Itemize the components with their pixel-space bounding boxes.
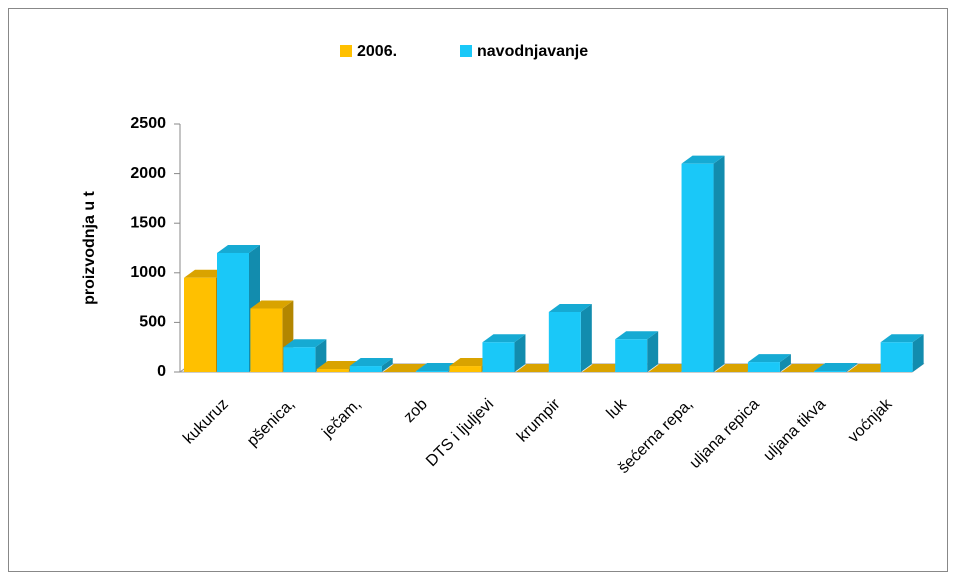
- bar: [184, 277, 216, 372]
- bar: [615, 339, 648, 372]
- bar: [681, 163, 714, 372]
- bar-side: [912, 334, 924, 372]
- bar-side: [315, 339, 327, 372]
- y-tick-label: 2500: [130, 115, 166, 132]
- bar-top: [515, 364, 559, 372]
- bar-top: [747, 354, 791, 363]
- bar: [349, 366, 382, 372]
- bar-side: [647, 331, 659, 372]
- bar-top: [681, 155, 725, 164]
- bar-top: [250, 300, 294, 309]
- y-axis-label: proizvodnja u t: [81, 190, 98, 304]
- y-tick-label: 1000: [130, 264, 166, 281]
- bar-side: [514, 334, 526, 372]
- bar-top: [847, 364, 891, 372]
- bar-top: [814, 363, 858, 372]
- bar-top: [880, 334, 924, 343]
- bar-side: [779, 354, 791, 372]
- bar: [880, 342, 913, 372]
- chart-frame: [8, 8, 948, 572]
- bar-top: [648, 364, 692, 372]
- bar-top: [582, 364, 626, 372]
- bar-top: [316, 361, 360, 370]
- legend-label: navodnjavanje: [477, 43, 588, 60]
- legend-label: 2006.: [357, 43, 397, 60]
- bar-top: [714, 364, 758, 372]
- bar-top: [184, 269, 227, 278]
- bar: [814, 371, 847, 372]
- bar: [482, 342, 515, 372]
- bar-top: [548, 303, 592, 312]
- bar-side: [580, 303, 592, 372]
- bar-top: [416, 363, 460, 372]
- bar-top: [349, 358, 393, 367]
- bar: [548, 311, 581, 372]
- y-tick-label: 0: [157, 363, 166, 380]
- legend-key: [340, 45, 352, 57]
- y-tick-label: 2000: [130, 165, 166, 182]
- bar-top: [217, 244, 260, 253]
- bar: [747, 362, 780, 372]
- y-tick-label: 500: [139, 314, 166, 331]
- bar: [316, 369, 349, 372]
- legend-key: [460, 45, 472, 57]
- bar: [283, 347, 316, 372]
- bar: [449, 366, 482, 372]
- bar-top: [283, 339, 327, 348]
- bar-top: [482, 334, 526, 343]
- bar-top: [615, 331, 659, 340]
- bar-side: [713, 155, 725, 372]
- bar-side: [381, 358, 393, 372]
- bar: [250, 308, 283, 372]
- bar-top: [781, 364, 825, 372]
- bar: [416, 371, 449, 372]
- bar-side: [846, 363, 858, 372]
- bar-top: [383, 364, 427, 372]
- bar-top: [449, 358, 493, 367]
- y-tick-label: 1500: [130, 214, 166, 231]
- bar: [217, 252, 249, 372]
